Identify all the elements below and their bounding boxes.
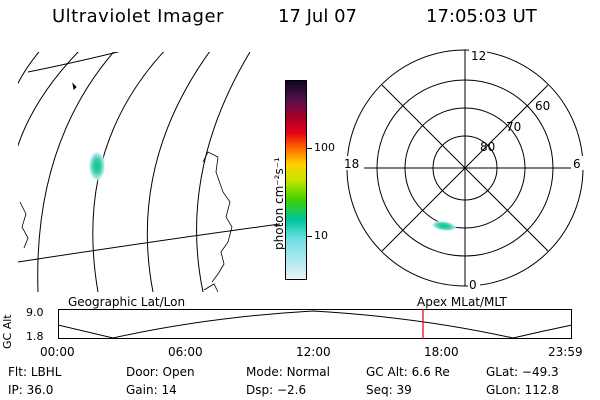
timeline-axis-title: GC Alt — [1, 314, 14, 349]
lat-arc-1 — [18, 52, 40, 85]
colorbar-tick-10: 10 — [314, 229, 328, 242]
app-title: Ultraviolet Imager — [52, 6, 224, 27]
mlt-label-18: 18 — [344, 157, 359, 171]
colorbar — [285, 80, 307, 280]
info-glat: GLat: −49.3 — [486, 365, 559, 379]
lat-arc-5 — [146, 52, 211, 292]
x-tick-0600: 06:00 — [168, 345, 203, 359]
auroral-emission-polar — [431, 220, 457, 232]
polar-diagonal-2 — [381, 84, 549, 252]
x-tick-1200: 12:00 — [296, 345, 331, 359]
altitude-timeline — [58, 309, 573, 339]
lat-arc-3 — [37, 52, 115, 292]
header-date: 17 Jul 07 — [278, 6, 357, 27]
timeline-frame — [58, 309, 572, 339]
x-tick-1800: 18:00 — [424, 345, 459, 359]
apex-label: Apex MLat/MLT — [417, 295, 507, 309]
info-door: Door: Open — [126, 365, 195, 379]
x-tick-0000: 00:00 — [40, 345, 75, 359]
header-time: 17:05:03 UT — [426, 6, 537, 27]
geographic-label: Geographic Lat/Lon — [68, 295, 186, 309]
info-dsp: Dsp: −2.6 — [246, 383, 307, 397]
coastline-west — [19, 201, 29, 249]
geographic-map-panel — [18, 52, 280, 292]
colorbar-label: photon cm⁻²s⁻¹ — [272, 157, 286, 250]
colorbar-tick-100: 100 — [314, 141, 335, 154]
mlt-label-0: 0 — [469, 278, 477, 292]
x-tick-2359: 23:59 — [548, 345, 583, 359]
altitude-curve — [58, 310, 573, 339]
lat-label-60: 60 — [535, 99, 550, 113]
upper-boundary — [27, 52, 120, 73]
mlt-label-6: 6 — [573, 157, 581, 171]
island — [72, 82, 77, 91]
info-gc-alt: GC Alt: 6.6 Re — [366, 365, 450, 379]
lon-line — [18, 223, 280, 263]
info-glon: GLon: 112.8 — [486, 383, 559, 397]
timeline-y-top: 9.0 — [26, 306, 44, 319]
info-gain: Gain: 14 — [126, 383, 177, 397]
info-seq: Seq: 39 — [366, 383, 412, 397]
lat-label-70: 70 — [506, 120, 521, 134]
lat-label-80: 80 — [480, 140, 495, 154]
polar-mlt-plot: 12 18 6 0 60 70 80 — [342, 48, 585, 292]
lat-arc-6 — [196, 52, 251, 292]
lat-arc-2 — [18, 52, 79, 148]
auroral-emission-geo — [88, 150, 106, 182]
info-flt: Flt: LBHL — [8, 365, 62, 379]
coastline-east — [202, 151, 233, 283]
coastline-south — [203, 283, 219, 292]
timeline-y-bottom: 1.8 — [26, 330, 44, 343]
info-ip: IP: 36.0 — [8, 383, 54, 397]
info-mode: Mode: Normal — [246, 365, 330, 379]
mlt-label-12: 12 — [471, 49, 486, 63]
